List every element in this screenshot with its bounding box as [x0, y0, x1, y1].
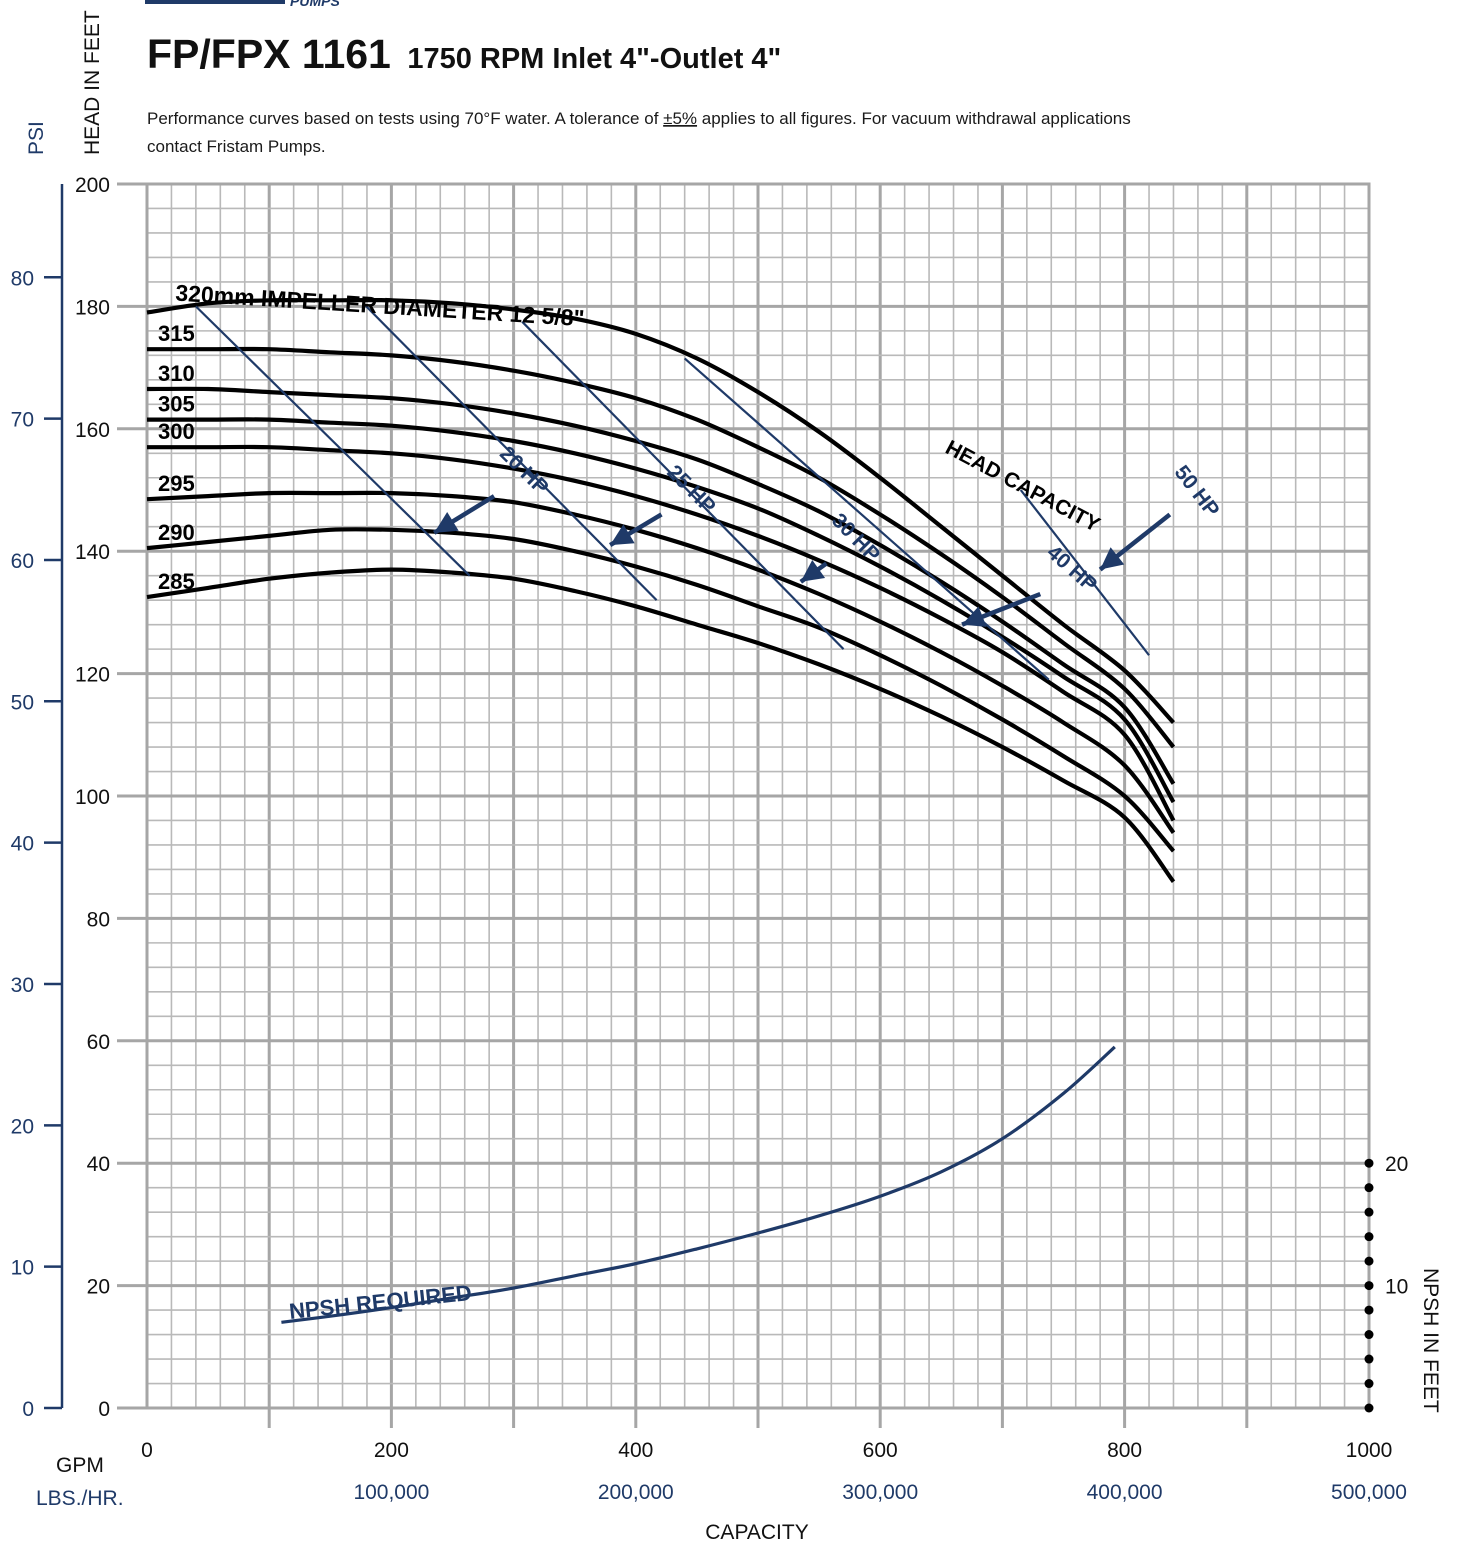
hp-arrow-head [1100, 547, 1125, 570]
gpm-tick-label: 0 [141, 1439, 153, 1462]
model-name: FP/FPX 1161 [147, 31, 391, 77]
impeller-curve [147, 417, 1176, 804]
head-tick-label: 180 [75, 296, 110, 319]
impeller-curve [146, 490, 1176, 834]
psi-tick-label: 40 [11, 833, 34, 856]
capacity-axis-label: CAPACITY [705, 1521, 808, 1544]
gpm-tick-label: 200 [374, 1439, 409, 1462]
test-note-line2: contact Fristam Pumps. [147, 137, 326, 156]
brand-bar [145, 0, 285, 4]
npsh-tick-dot [1364, 1354, 1374, 1364]
model-subtitle: 1750 RPM Inlet 4"-Outlet 4" [407, 43, 781, 75]
lbs-tick-label: 500,000 [1331, 1481, 1407, 1504]
npsh-tick-dot [1364, 1232, 1374, 1242]
grid [117, 182, 1371, 1428]
npsh-tick-dot [1364, 1330, 1374, 1340]
lbs-tick-label: 400,000 [1087, 1481, 1163, 1504]
impeller-curve [147, 444, 1176, 822]
npsh-tick-label: 20 [1385, 1153, 1408, 1176]
impeller-label: 285 [158, 569, 195, 594]
head-tick-label: 60 [87, 1031, 110, 1054]
head-tick-label: 200 [75, 174, 110, 197]
head-tick-label: 40 [87, 1153, 110, 1176]
hp-line [521, 320, 845, 650]
head-axis-label: HEAD IN FEET [81, 10, 104, 155]
note-post: applies to all figures. For vacuum withd… [697, 109, 1131, 128]
hp-line [683, 357, 1050, 681]
lbs-tick-label: 100,000 [353, 1481, 429, 1504]
psi-tick-label: 30 [11, 974, 34, 997]
gpm-tick-label: 600 [863, 1439, 898, 1462]
hp-line [1019, 489, 1150, 656]
brand-fragment: PUMPS [290, 0, 340, 9]
impeller-label: 320mm IMPELLER DIAMETER 12 5/8" [175, 280, 586, 332]
hp-arrow-head [610, 524, 635, 546]
npsh-tick-dot [1364, 1158, 1374, 1168]
impeller-curve [146, 527, 1176, 853]
psi-tick-label: 70 [11, 409, 34, 432]
npsh-tick-dot [1364, 1379, 1374, 1389]
npsh-tick-dot [1364, 1207, 1374, 1217]
head-capacity-label: HEAD CAPACITY [942, 436, 1104, 537]
impeller-label: 295 [158, 471, 195, 496]
npsh-tick-dot [1364, 1183, 1374, 1193]
note-pre: Performance curves based on tests using … [147, 109, 663, 128]
impeller-label: 300 [158, 419, 195, 444]
head-tick-label: 160 [75, 419, 110, 442]
psi-tick-label: 80 [11, 267, 34, 290]
axis-ticks: 0204060801001201401601802000102030405060… [11, 174, 1409, 1504]
hp-line [362, 302, 658, 601]
impeller-curve [147, 346, 1176, 749]
lbs-axis-label: LBS./HR. [36, 1487, 124, 1510]
gpm-tick-label: 800 [1107, 1439, 1142, 1462]
hp-arrow-head [962, 606, 987, 627]
npsh-tick-label: 10 [1385, 1276, 1408, 1299]
npsh-tick-dot [1364, 1305, 1374, 1315]
impeller-label: 310 [158, 361, 195, 386]
hp-label: 20 HP [495, 442, 553, 499]
hp-line [195, 305, 471, 577]
hp-arrow-head [434, 511, 459, 533]
impeller-curve [146, 567, 1176, 883]
head-tick-label: 20 [87, 1276, 110, 1299]
impeller-curves [146, 297, 1176, 883]
psi-tick-label: 0 [22, 1398, 34, 1421]
psi-tick-label: 60 [11, 550, 34, 573]
lbs-tick-label: 200,000 [598, 1481, 674, 1504]
npsh-tick-dot [1364, 1281, 1374, 1291]
head-tick-label: 120 [75, 664, 110, 687]
head-tick-label: 0 [98, 1398, 110, 1421]
npsh-curve [281, 1045, 1116, 1324]
npsh-tick-dot [1364, 1256, 1374, 1266]
impeller-label: 315 [158, 321, 195, 346]
npsh-axis-label: NPSH IN FEET [1419, 1268, 1442, 1413]
lbs-tick-label: 300,000 [842, 1481, 918, 1504]
gpm-tick-label: 1000 [1346, 1439, 1393, 1462]
hp-label: 50 HP [1170, 461, 1224, 521]
head-tick-label: 140 [75, 541, 110, 564]
head-tick-label: 80 [87, 908, 110, 931]
page-title: FP/FPX 1161 1750 RPM Inlet 4"-Outlet 4" [147, 31, 781, 77]
gpm-tick-label: 400 [618, 1439, 653, 1462]
test-note-line1: Performance curves based on tests using … [147, 109, 1131, 128]
horsepower-lines [195, 302, 1172, 681]
impeller-label: 305 [158, 392, 195, 417]
impeller-curve [146, 297, 1176, 725]
psi-tick-label: 20 [11, 1115, 34, 1138]
gpm-axis-label: GPM [56, 1454, 104, 1477]
impeller-label: 290 [158, 520, 195, 545]
npsh-tick-dot [1364, 1403, 1374, 1413]
head-tick-label: 100 [75, 786, 110, 809]
hp-arrow-head [800, 560, 826, 582]
psi-tick-label: 10 [11, 1257, 34, 1280]
npsh-required-curve [281, 1045, 1116, 1324]
impeller-curve [146, 386, 1176, 785]
psi-tick-label: 50 [11, 691, 34, 714]
note-tolerance: ±5% [663, 109, 697, 128]
psi-axis-label: PSI [25, 121, 48, 155]
